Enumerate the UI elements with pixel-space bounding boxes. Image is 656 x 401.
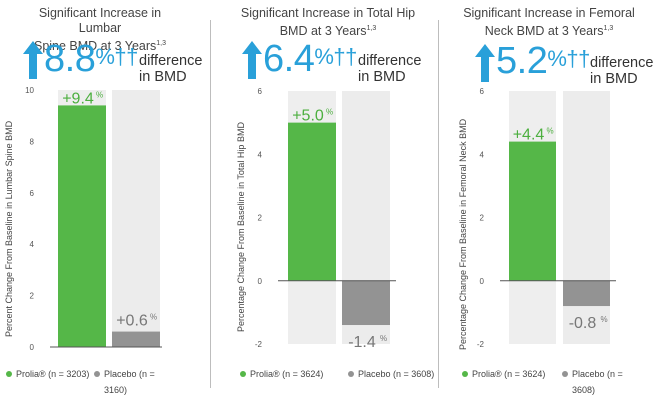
data-label-unit: % <box>380 334 387 343</box>
y-tick-label: 4 <box>258 150 263 159</box>
panel-title: Significant Increase in Lumbar Spine BMD… <box>20 6 180 54</box>
headline-difference: 6.4%†† <box>263 40 357 78</box>
y-tick-label: 0 <box>480 277 485 286</box>
up-arrow-icon <box>242 41 262 79</box>
legend-label-prolia: Prolia® (n = 3203) <box>16 369 90 379</box>
panel-divider <box>210 20 211 388</box>
data-label-placebo: -0.8 <box>569 315 597 332</box>
legend-label-prolia: Prolia® (n = 3624) <box>250 369 324 379</box>
legend-item-prolia: Prolia® (n = 3624) <box>240 366 323 382</box>
difference-caption-line-2: in BMD <box>590 71 638 87</box>
data-label-unit: % <box>547 127 554 136</box>
data-label-prolia: +4.4 <box>513 127 545 144</box>
legend-swatch-prolia <box>6 370 12 377</box>
bar-prolia <box>509 141 556 281</box>
y-tick-label: 4 <box>480 150 485 159</box>
chart-panel-total-hip: Significant Increase in Total Hip BMD at… <box>218 0 438 401</box>
difference-caption: difference in BMD <box>139 53 202 85</box>
data-label-placebo: +0.6 <box>116 313 148 330</box>
bar-placebo <box>112 331 160 347</box>
difference-caption: difference in BMD <box>358 53 421 85</box>
y-tick-label: -2 <box>477 340 485 349</box>
difference-caption-line-1: difference <box>139 53 203 69</box>
y-tick-label: 2 <box>480 214 485 223</box>
legend-item-placebo: Placebo (n = 3608) <box>348 366 434 382</box>
legend-label-prolia: Prolia® (n = 3624) <box>472 369 546 379</box>
data-label-unit: % <box>326 108 333 117</box>
bar-prolia <box>288 122 336 281</box>
chart-panel-lumbar-spine: Significant Increase in Lumbar Spine BMD… <box>0 0 210 401</box>
bar-background-placebo <box>112 90 160 347</box>
bar-placebo <box>563 280 610 307</box>
title-line-2: Neck BMD at 3 Years <box>484 24 604 39</box>
headline-unit: %†† <box>95 44 138 69</box>
title-footnote: 1,3 <box>366 25 377 32</box>
y-tick-label: 10 <box>25 86 34 95</box>
difference-caption-line-1: difference <box>358 53 422 69</box>
y-tick-label: 0 <box>30 343 35 352</box>
legend-label-placebo: Placebo (n = 3608) <box>572 369 623 395</box>
data-label-placebo: -1.4 <box>348 334 376 351</box>
legend-item-placebo: Placebo (n = 3160) <box>94 366 164 398</box>
legend-swatch-placebo <box>94 371 100 377</box>
title-line-1: Significant Increase in Total Hip <box>240 6 416 20</box>
y-tick-label: 0 <box>258 277 263 286</box>
up-arrow-icon <box>475 44 495 82</box>
y-tick-label: 4 <box>30 240 35 249</box>
up-arrow-icon <box>23 41 43 79</box>
y-tick-label: 6 <box>258 87 263 96</box>
legend-label-placebo: Placebo (n = 3608) <box>358 369 435 379</box>
legend-item-placebo: Placebo (n = 3608) <box>562 366 632 398</box>
bar-chart: -2 0 2 4 6 +4.4 % -0.8% <box>477 87 616 349</box>
data-label-unit: % <box>96 90 103 99</box>
panel-title: Significant Increase in Total Hip BMD at… <box>228 6 428 39</box>
y-tick-label: 2 <box>30 292 35 301</box>
bar-placebo <box>342 280 390 326</box>
chart-panel-femoral-neck: Significant Increase in Femoral Neck BMD… <box>440 0 656 401</box>
legend-swatch-prolia <box>462 370 468 377</box>
difference-caption: difference in BMD <box>590 55 653 87</box>
title-line-2: BMD at 3 Years <box>279 24 367 39</box>
y-tick-label: 8 <box>30 137 35 146</box>
headline-unit: %†† <box>547 46 590 71</box>
y-tick-label: 6 <box>30 189 35 198</box>
y-tick-label: -2 <box>255 340 263 349</box>
panel-divider <box>438 20 439 388</box>
legend-swatch-placebo <box>348 370 354 377</box>
headline-difference: 5.2%†† <box>496 42 590 80</box>
legend-swatch-placebo <box>562 371 568 377</box>
legend-item-prolia: Prolia® (n = 3203) <box>6 366 89 382</box>
title-line-1: Significant Increase in Lumbar <box>38 6 162 35</box>
headline-value: 6.4 <box>263 38 315 80</box>
legend-swatch-prolia <box>240 370 246 377</box>
difference-caption-line-1: difference <box>590 55 654 71</box>
headline-unit: %†† <box>314 44 357 69</box>
bar-chart: -2 0 2 4 6 +5.0 % -1.4% <box>255 87 396 351</box>
difference-caption-line-2: in BMD <box>139 69 187 85</box>
bar-prolia <box>58 105 106 347</box>
y-tick-label: 2 <box>258 214 263 223</box>
headline-difference: 8.8%†† <box>44 40 138 78</box>
title-footnote: 1,3 <box>156 40 167 47</box>
title-line-2: Spine BMD at 3 Years <box>33 39 157 54</box>
y-tick-label: 6 <box>480 87 485 96</box>
data-label-prolia: +5.0 <box>292 108 324 125</box>
difference-caption-line-2: in BMD <box>358 69 406 85</box>
data-label-unit: % <box>150 313 157 322</box>
title-footnote: 1,3 <box>603 25 614 32</box>
legend-item-prolia: Prolia® (n = 3624) <box>462 366 545 382</box>
headline-value: 8.8 <box>44 38 96 80</box>
panel-title: Significant Increase in Femoral Neck BMD… <box>454 6 644 39</box>
title-line-1: Significant Increase in Femoral <box>463 6 635 20</box>
legend-label-placebo: Placebo (n = 3160) <box>104 369 155 395</box>
headline-value: 5.2 <box>496 40 548 82</box>
data-label-unit: % <box>601 315 608 324</box>
data-label-prolia: +9.4 <box>62 90 94 107</box>
